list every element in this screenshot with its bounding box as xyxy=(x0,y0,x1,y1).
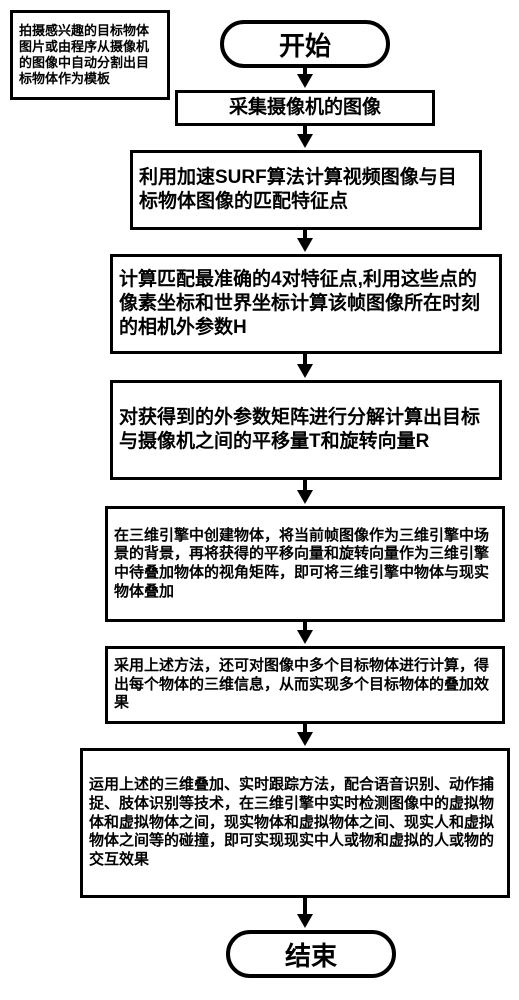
arrow-icon xyxy=(297,238,313,252)
step1-text: 采集摄像机的图像 xyxy=(229,96,381,120)
arrow-icon xyxy=(297,914,313,928)
arrow-icon xyxy=(297,732,313,746)
step6-text: 采用上述方法，还可对图像中多个目标物体进行计算，得出每个物体的三维信息，从而实现… xyxy=(114,657,496,713)
arrow-icon xyxy=(297,490,313,504)
side-note-text: 拍摄感兴趣的目标物体图片或由程序从摄像机的图像中自动分割出目标物体作为模板 xyxy=(19,23,161,88)
end-terminator: 结束 xyxy=(226,930,396,978)
end-label: 结束 xyxy=(285,936,337,973)
side-note-box: 拍摄感兴趣的目标物体图片或由程序从摄像机的图像中自动分割出目标物体作为模板 xyxy=(10,10,170,100)
arrow-icon xyxy=(297,630,313,644)
step5-text: 在三维引擎中创建物体，将当前帧图像作为三维引擎中场景的背景，再将获得的平移向量和… xyxy=(114,527,496,602)
step3-box: 计算匹配最准确的4对特征点,利用这些点的像素坐标和世界坐标计算该帧图像所在时刻的… xyxy=(110,254,502,354)
flowchart-container: 拍摄感兴趣的目标物体图片或由程序从摄像机的图像中自动分割出目标物体作为模板 开始… xyxy=(10,10,509,990)
step7-box: 运用上述的三维叠加、实时跟踪方法，配合语音识别、动作捕捉、肢体识别等技术，在三维… xyxy=(80,748,510,898)
step6-box: 采用上述方法，还可对图像中多个目标物体进行计算，得出每个物体的三维信息，从而实现… xyxy=(105,646,505,724)
step7-text: 运用上述的三维叠加、实时跟踪方法，配合语音识别、动作捕捉、肢体识别等技术，在三维… xyxy=(89,776,501,870)
arrow-icon xyxy=(297,364,313,378)
step4-box: 对获得到的外参数矩阵进行分解计算出目标与摄像机之间的平移量T和旋转向量R xyxy=(110,380,502,480)
step1-box: 采集摄像机的图像 xyxy=(175,90,435,126)
start-terminator: 开始 xyxy=(220,20,390,68)
step2-box: 利用加速SURF算法计算视频图像与目标物体图像的匹配特征点 xyxy=(130,150,482,230)
arrow-icon xyxy=(297,134,313,148)
step2-text: 利用加速SURF算法计算视频图像与目标物体图像的匹配特征点 xyxy=(139,166,473,214)
step4-text: 对获得到的外参数矩阵进行分解计算出目标与摄像机之间的平移量T和旋转向量R xyxy=(119,406,493,454)
arrow-icon xyxy=(297,74,313,88)
start-label: 开始 xyxy=(279,26,331,63)
step3-text: 计算匹配最准确的4对特征点,利用这些点的像素坐标和世界坐标计算该帧图像所在时刻的… xyxy=(119,268,493,339)
step5-box: 在三维引擎中创建物体，将当前帧图像作为三维引擎中场景的背景，再将获得的平移向量和… xyxy=(105,506,505,622)
